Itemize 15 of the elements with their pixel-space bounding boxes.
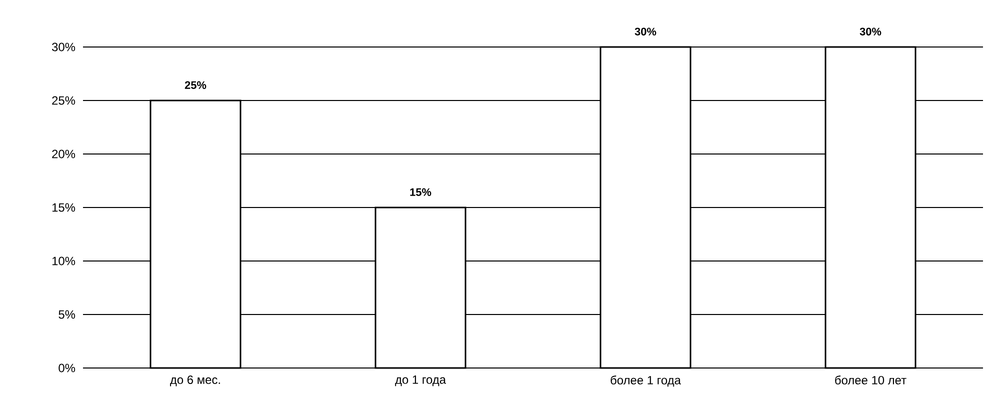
x-tick-label: более 10 лет	[835, 376, 906, 384]
y-tick-label: 0%	[58, 364, 76, 372]
x-tick-label: до 1 года	[395, 376, 446, 386]
x-tick-label: более 1 года	[610, 376, 681, 387]
y-tick-label: 30%	[52, 42, 76, 52]
x-tick-label: до 6 мес.	[170, 376, 220, 386]
y-tick-label: 5%	[58, 310, 76, 319]
data-label: 25%	[184, 81, 206, 89]
y-tick-label: 10%	[52, 256, 76, 266]
y-tick-label: 25%	[52, 96, 76, 105]
y-tick-label: 15%	[52, 203, 76, 212]
data-label: 30%	[860, 28, 882, 36]
data-label: 30%	[634, 28, 656, 36]
y-tick-label: 20%	[52, 150, 76, 158]
data-label: 15%	[410, 188, 432, 196]
